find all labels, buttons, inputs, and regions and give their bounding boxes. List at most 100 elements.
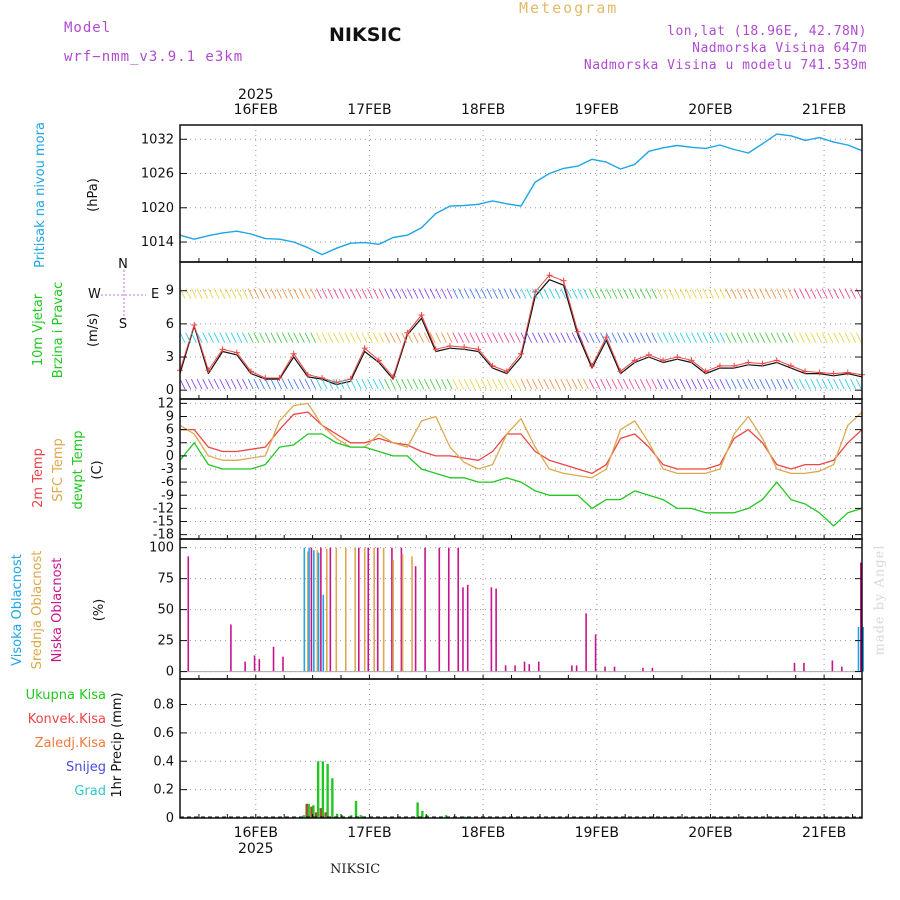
wind-barb (372, 378, 379, 390)
precip-ytick-label: 0.4 (153, 754, 174, 769)
wind-gust-marker (219, 346, 226, 353)
wind-barb (850, 378, 856, 390)
wind-barb (213, 332, 220, 343)
wind-barb (583, 378, 589, 390)
wind-barb (514, 378, 521, 390)
wind-barb (276, 332, 282, 343)
cloud-bar (244, 661, 246, 672)
wind-barb (497, 378, 504, 390)
wind-barb (310, 378, 317, 390)
wind-barb (810, 332, 817, 343)
wind-barb (736, 332, 743, 343)
date-label-bottom: 19FEB (575, 825, 619, 841)
wind-barb (725, 288, 731, 299)
wind-barb (600, 378, 606, 390)
precip-bar (354, 800, 358, 818)
wind-barb (236, 378, 243, 390)
precip-legend-item: Grad (74, 784, 106, 799)
wind-barb (202, 288, 209, 299)
wind-barb (543, 332, 550, 343)
precip-bar (312, 805, 315, 818)
wind-barb (395, 288, 402, 299)
model-name: wrf−nmm_v3.9.1 e3km (64, 49, 244, 65)
wind-barb (543, 288, 550, 299)
cloud-bar (571, 665, 573, 672)
wind-barb (401, 332, 408, 343)
cloud-bar (424, 547, 426, 672)
wind-gust-marker (560, 277, 567, 284)
wind-barb (458, 378, 464, 390)
cloud-bar (604, 666, 606, 672)
wind-gust-marker (816, 369, 823, 376)
wind-barb (560, 378, 567, 390)
wind-barb (719, 288, 726, 299)
precip-legend-item: Ukupna Kisa (26, 688, 106, 703)
wind-barb (446, 288, 453, 299)
temperature-ytick-label: 9 (166, 410, 174, 425)
pressure-ytick-label: 1032 (141, 132, 174, 147)
wind-barb (509, 288, 515, 299)
wind-barb (617, 378, 623, 390)
cloud-bar (414, 566, 417, 672)
wind-barb (276, 288, 282, 299)
wind-barb (816, 332, 822, 343)
wind-barb (600, 332, 606, 343)
cloud-bar (575, 665, 578, 672)
wind-barb (389, 332, 396, 343)
pressure-ytick-label: 1014 (141, 235, 174, 250)
wind-barb (588, 332, 595, 343)
wind-barb (713, 332, 720, 343)
wind-barb (560, 332, 567, 343)
wind-barb (685, 288, 692, 299)
wind-barb (537, 332, 544, 343)
wind-barb (287, 332, 294, 343)
wind-barb (645, 288, 652, 299)
wind-barb (742, 378, 749, 390)
wind-barb (753, 378, 760, 390)
wind-barb (691, 332, 697, 343)
wind-barb (497, 332, 504, 343)
wind-barb (179, 378, 186, 390)
wind-barb (259, 288, 265, 299)
wind-barb (270, 288, 277, 299)
wind-barb (594, 332, 601, 343)
wind-barb (713, 378, 720, 390)
wind-ylabel-line1: 10m Vjetar (31, 293, 46, 366)
wind-barb (657, 288, 663, 299)
precip-bar (319, 808, 323, 818)
wind-barb (469, 332, 476, 343)
cloud-bar (316, 550, 319, 672)
wind-barb (770, 332, 777, 343)
temperature-ytick-label: -3 (161, 462, 174, 477)
wind-barb (463, 332, 470, 343)
wind-barb (696, 332, 703, 343)
wind-barb (441, 378, 447, 390)
wind-barb (651, 332, 658, 343)
cloud-bar (537, 661, 540, 672)
cloud-bar (651, 667, 654, 672)
cloud-bar (317, 552, 320, 672)
wind-barb (674, 378, 680, 390)
cloud-bar (335, 547, 338, 672)
wind-barb (406, 288, 413, 299)
wind-barb (361, 332, 368, 343)
cloud-ylabel-mid: Srednja Oblacnost (30, 551, 45, 670)
wind-barb (855, 288, 862, 299)
wind-barb (753, 332, 760, 343)
wind-barb (372, 288, 379, 299)
wind-barb (514, 332, 521, 343)
wind-barb (736, 288, 743, 299)
wind-barb (827, 378, 834, 390)
temperature-ytick-label: -15 (153, 515, 174, 530)
wind-barb (333, 288, 339, 299)
wind-barb (600, 288, 606, 299)
cloud-bar (253, 655, 256, 672)
wind-barb (304, 288, 311, 299)
cloud-bar (400, 547, 403, 672)
wind-barb (367, 288, 373, 299)
wind-barb (651, 288, 658, 299)
wind-barb (469, 378, 476, 390)
wind-barb (350, 288, 356, 299)
wind-barb (395, 378, 402, 390)
wind-barb (503, 332, 510, 343)
